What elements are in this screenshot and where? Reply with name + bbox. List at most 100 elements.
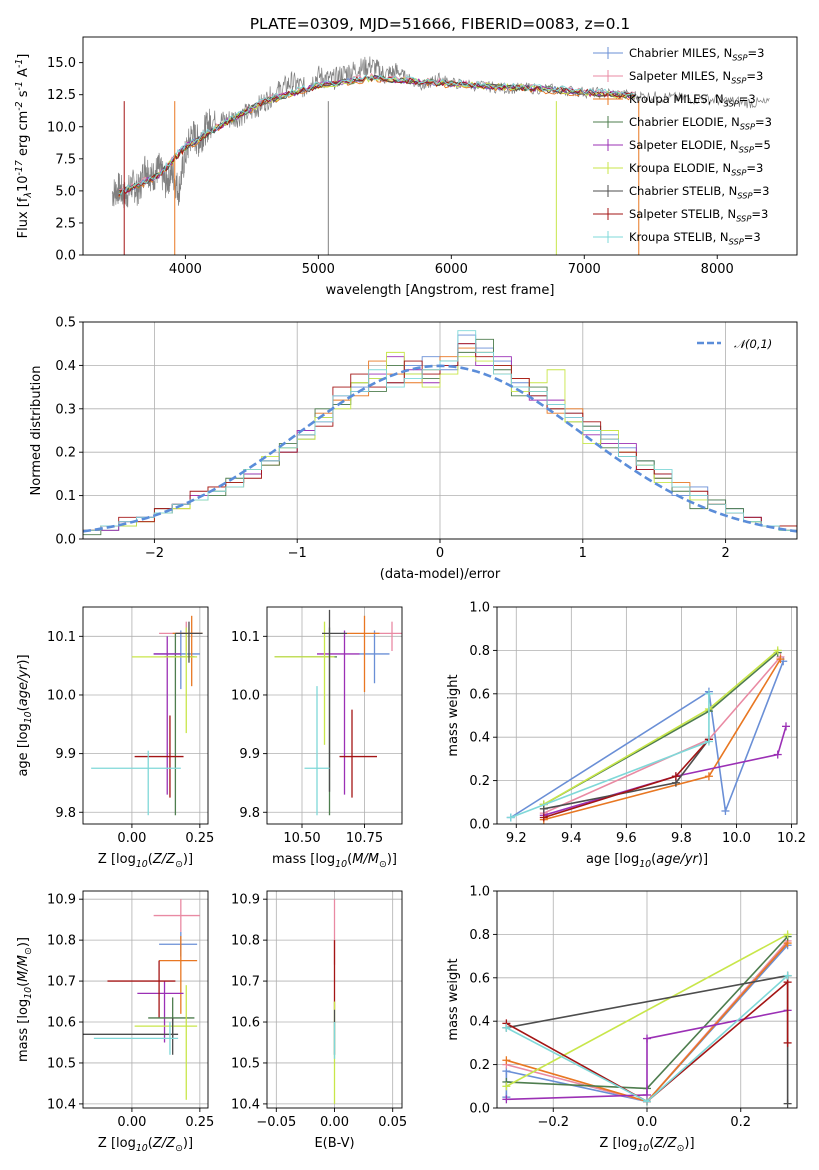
axes-frame (82, 36, 798, 256)
x-tick-label: 0.05 (378, 1115, 407, 1130)
legend-label: Chabrier MILES, NSSP​=3 (629, 46, 764, 62)
y-tick-label: 10.4 (231, 1097, 260, 1112)
x-tick-label: 0.25 (185, 1115, 214, 1130)
x-axis-label: Z [log10​(Z/Z⊙​)] (98, 1136, 193, 1154)
panel-spectrum: Chabrier MILES, NSSP​=3 Salpeter MILES, N… (14, 36, 798, 298)
x-tick-label: 4000 (169, 262, 202, 277)
x-tick-label: 10.2 (777, 831, 806, 846)
plot-area (83, 899, 200, 1100)
x-tick-label: 0.00 (117, 831, 146, 846)
y-tick-label: 0.2 (469, 774, 490, 789)
panel-weight-vs-Z: −0.2 0.0 0.2 0.0 0.2 0.4 0.6 0.8 1.0 Z [log10​(Z/… (446, 885, 798, 1154)
x-axis-label: Z [log10​(Z/Z⊙​)] (98, 852, 193, 870)
y-axis-label: mass [log10​(M/M⊙​)] (16, 937, 34, 1062)
x-tick-label: 10.75 (346, 831, 383, 846)
x-tick-label: 7000 (568, 262, 601, 277)
legend-label: Chabrier ELODIE, NSSP​=3 (629, 115, 772, 131)
y-tick-label: 0.3 (55, 402, 76, 417)
x-tick-label: 10.0 (722, 831, 751, 846)
y-tick-label: 10.5 (47, 1056, 76, 1071)
model-line (118, 75, 635, 196)
x-tick-label: 9.4 (561, 831, 582, 846)
x-axis-label: wavelength [Angstrom, rest frame] (326, 283, 555, 298)
x-axis-label: age [log10​(age/yr)] (586, 852, 708, 870)
x-tick-label: 2 (721, 546, 729, 561)
y-tick-label: 10.8 (231, 934, 260, 949)
x-tick-label: 10.50 (283, 831, 320, 846)
y-tick-label: 0.6 (469, 971, 490, 986)
y-tick-label: 10.6 (231, 1016, 260, 1031)
y-tick-label: 0.0 (55, 249, 76, 264)
y-tick-label: 0.2 (55, 446, 76, 461)
y-tick-label: 9.8 (55, 806, 76, 821)
x-tick-label: 8000 (701, 262, 734, 277)
y-tick-label: 0.8 (469, 644, 490, 659)
x-tick-label: −0.2 (537, 1115, 569, 1130)
x-tick-label: 1 (579, 546, 587, 561)
axes-frame (266, 606, 403, 825)
legend-label: Kroupa ELODIE, NSSP​=3 (629, 161, 763, 177)
weight-line (506, 1009, 788, 1101)
y-tick-label: 7.5 (55, 152, 76, 167)
plot-area (91, 615, 203, 816)
panel-age-vs-Z: 0.00 0.25 9.8 9.9 10.0 10.1 Z [log10​(Z/Z⊙​)] a… (16, 606, 214, 870)
y-tick-label: 10.1 (47, 630, 76, 645)
legend-label: Salpeter ELODIE, NSSP​=5 (629, 138, 771, 154)
x-tick-label: 6000 (435, 262, 468, 277)
y-tick-label: 0.4 (469, 1015, 490, 1030)
y-tick-label: 0.2 (469, 1058, 490, 1073)
axes-frame (496, 606, 798, 825)
y-tick-label: 0.4 (469, 731, 490, 746)
x-tick-label: 5000 (302, 262, 335, 277)
panel-mass-vs-Z: 0.00 0.25 10.4 10.5 10.6 10.7 10.8 10.9 Z [log10… (16, 890, 214, 1154)
panel-age-vs-mass: 10.50 10.75 9.8 9.9 10.0 10.1 mass [log10​(M/M… (231, 606, 403, 870)
x-tick-label: −2 (145, 546, 164, 561)
x-tick-label: 0 (436, 546, 444, 561)
x-axis-label: mass [log10​(M/M⊙​)] (272, 852, 397, 870)
y-tick-label: 9.9 (55, 747, 76, 762)
panel-weight-vs-age: 9.2 9.4 9.6 9.8 10.0 10.2 0.0 0.2 0.4 0.6 0.8 1.0 ag… (446, 601, 806, 870)
legend-label: Salpeter STELIB, NSSP​=3 (629, 207, 768, 223)
x-tick-label: 0.2 (730, 1115, 751, 1130)
weight-line (505, 980, 789, 1103)
y-axis-label: mass weight (446, 958, 461, 1040)
x-axis-label: (data-model)/error (380, 567, 501, 582)
y-axis-label: Flux [fλ​10-17​ erg cm-2​ s-1​ A-1​] (14, 54, 34, 239)
y-tick-label: 10.5 (231, 1056, 260, 1071)
model-line (118, 76, 635, 198)
y-tick-label: 9.8 (239, 806, 260, 821)
y-tick-label: 10.9 (231, 893, 260, 908)
y-axis-label: mass weight (446, 674, 461, 756)
y-tick-label: 10.0 (47, 120, 76, 135)
y-tick-label: 2.5 (55, 216, 76, 231)
y-tick-label: 10.6 (47, 1016, 76, 1031)
model-line (118, 76, 635, 197)
x-tick-label: 0.00 (320, 1115, 349, 1130)
y-tick-label: 0.0 (469, 818, 490, 833)
y-tick-label: 0.6 (469, 687, 490, 702)
y-tick-label: 1.0 (469, 601, 490, 616)
plot-area (502, 930, 792, 1108)
y-axis-label: Normed distribution (29, 366, 44, 496)
y-tick-label: 0.0 (469, 1102, 490, 1117)
legend-label: Salpeter MILES, NSSP​=3 (629, 69, 763, 85)
legend-label: 𝒩(0,1) (734, 337, 772, 351)
y-tick-label: 0.1 (55, 489, 76, 504)
y-tick-label: 1.0 (469, 885, 490, 900)
axes-frame (82, 890, 209, 1109)
y-tick-label: 10.4 (47, 1097, 76, 1112)
y-tick-label: 10.7 (231, 975, 260, 990)
y-tick-label: 5.0 (55, 184, 76, 199)
y-tick-label: 10.8 (47, 934, 76, 949)
x-tick-label: −1 (288, 546, 307, 561)
x-axis-label: E(B-V) (314, 1136, 354, 1151)
axes-frame (82, 606, 209, 825)
plot-area (274, 609, 402, 816)
legend-label: Kroupa MILES, NSSP​=3 (629, 92, 756, 108)
x-tick-label: 0.0 (637, 1115, 658, 1130)
panel-mass-vs-EBV: −0.05 0.00 0.05 10.4 10.5 10.6 10.7 10.8 10.9 E(B… (231, 890, 407, 1151)
x-tick-label: 9.6 (616, 831, 637, 846)
y-tick-label: 9.9 (239, 747, 260, 762)
y-tick-label: 10.1 (231, 630, 260, 645)
